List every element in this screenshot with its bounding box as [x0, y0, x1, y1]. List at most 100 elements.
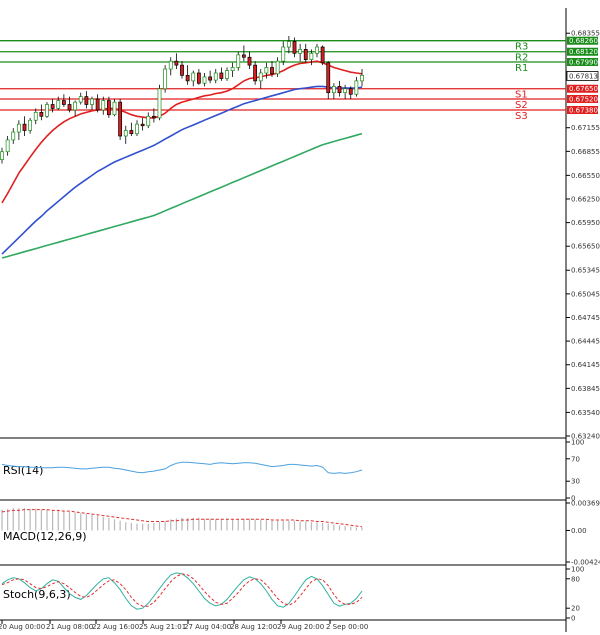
candle	[45, 102, 49, 118]
candle	[202, 72, 207, 87]
stochastic-d-line	[1, 573, 363, 607]
level-badge-s1	[567, 84, 598, 93]
level-label-s2: S2	[515, 100, 528, 111]
rsi-tick-label: 0	[571, 495, 575, 503]
candle	[225, 67, 229, 81]
candle	[264, 62, 269, 79]
candle	[208, 70, 213, 84]
candle	[151, 108, 156, 123]
candle	[213, 69, 218, 84]
candle	[309, 49, 314, 66]
rsi-series	[1, 461, 363, 474]
candle	[303, 43, 308, 63]
candle	[196, 69, 201, 85]
candle	[343, 84, 348, 99]
candle	[298, 43, 303, 62]
price-tick-label: 0.65045	[571, 290, 600, 298]
level-price-badges: 0.68260 0.68120 0.67990 0.67650 0.67520 0.673…	[567, 36, 598, 115]
level-label-r3: R3	[515, 42, 528, 53]
ma-slow-line	[1, 132, 363, 259]
level-badge-s3	[567, 106, 598, 115]
candle	[185, 65, 190, 85]
candle	[67, 96, 72, 113]
price-tick-label: 0.65345	[571, 267, 600, 275]
rsi-tick-label: 30	[571, 478, 580, 486]
candle	[320, 45, 325, 66]
time-tick-label: 25 Aug 21:01	[139, 623, 186, 631]
candle	[129, 122, 134, 136]
macd-tick-label: 0.003691	[571, 500, 600, 508]
level-badge-r1	[567, 57, 598, 66]
candle	[140, 117, 145, 131]
stochastic-tick-label: 100	[571, 566, 584, 574]
candle	[11, 128, 16, 144]
candle	[315, 43, 319, 58]
time-tick-label: 22 Aug 16:00	[92, 623, 139, 631]
candlesticks	[0, 35, 364, 164]
candle	[61, 94, 66, 107]
candle	[28, 117, 33, 134]
rsi-tick-label: 70	[571, 455, 580, 463]
stochastic-lines	[1, 572, 363, 610]
candle	[50, 98, 55, 113]
price-tick-label: 0.64145	[571, 361, 600, 369]
stochastic-label: Stoch(9,6,3)	[3, 588, 71, 601]
candle	[118, 98, 123, 140]
macd-signal-line	[1, 509, 363, 528]
time-tick-label: 27 Aug 04:00	[184, 623, 231, 631]
candle	[123, 125, 128, 144]
candle	[236, 51, 241, 71]
last-price-badge: 0.67813	[566, 71, 599, 81]
rsi-axis: 100 70 30 0	[566, 439, 584, 503]
price-tick-label: 0.66855	[571, 148, 600, 156]
price-tick-label: 0.65650	[571, 243, 600, 251]
candle	[5, 135, 10, 156]
candle	[253, 61, 258, 85]
level-price: 0.67990	[569, 58, 598, 66]
candle	[101, 96, 106, 115]
candle	[163, 65, 168, 93]
candle	[78, 92, 83, 105]
candle	[258, 69, 263, 89]
level-label-s1: S1	[515, 90, 528, 101]
candle	[174, 53, 179, 70]
macd-tick-label: -0.004246	[571, 559, 600, 567]
candle	[0, 147, 4, 164]
candle	[281, 41, 286, 66]
level-label-r2: R2	[515, 53, 528, 64]
price-tick-label: 0.66250	[571, 195, 600, 203]
macd-signal	[1, 509, 363, 528]
candle	[247, 51, 252, 70]
rsi-tick-label: 100	[571, 439, 584, 447]
candle	[16, 120, 21, 140]
last-price-label: 0.67813	[569, 72, 598, 80]
time-tick-label: 20 Aug 00:00	[0, 623, 45, 631]
price-tick-label: 0.65950	[571, 219, 600, 227]
candle	[95, 94, 100, 113]
level-price: 0.68120	[569, 48, 598, 56]
level-badge-r2	[567, 47, 598, 56]
candle	[22, 116, 27, 136]
stochastic-tick-label: 0	[571, 615, 575, 623]
price-tick-label: 0.67155	[571, 124, 600, 132]
candle	[191, 70, 196, 87]
macd-histogram	[1, 508, 363, 531]
price-tick-label: 0.68355	[571, 30, 600, 38]
macd-label: MACD(12,26,9)	[3, 530, 87, 543]
candle	[275, 57, 280, 77]
candle	[56, 96, 61, 111]
price-tick-label: 0.64745	[571, 314, 600, 322]
ma-mid-line	[1, 85, 363, 255]
candle	[180, 61, 184, 79]
time-tick-label: 2 Sep 00:00	[326, 623, 368, 631]
time-tick-label: 21 Aug 08:00	[46, 623, 93, 631]
candle	[106, 96, 111, 118]
level-badge-s2	[567, 94, 598, 103]
macd-pane[interactable]: MACD(12,26,9) 0.003691 0.00 -0.004246	[0, 500, 600, 567]
